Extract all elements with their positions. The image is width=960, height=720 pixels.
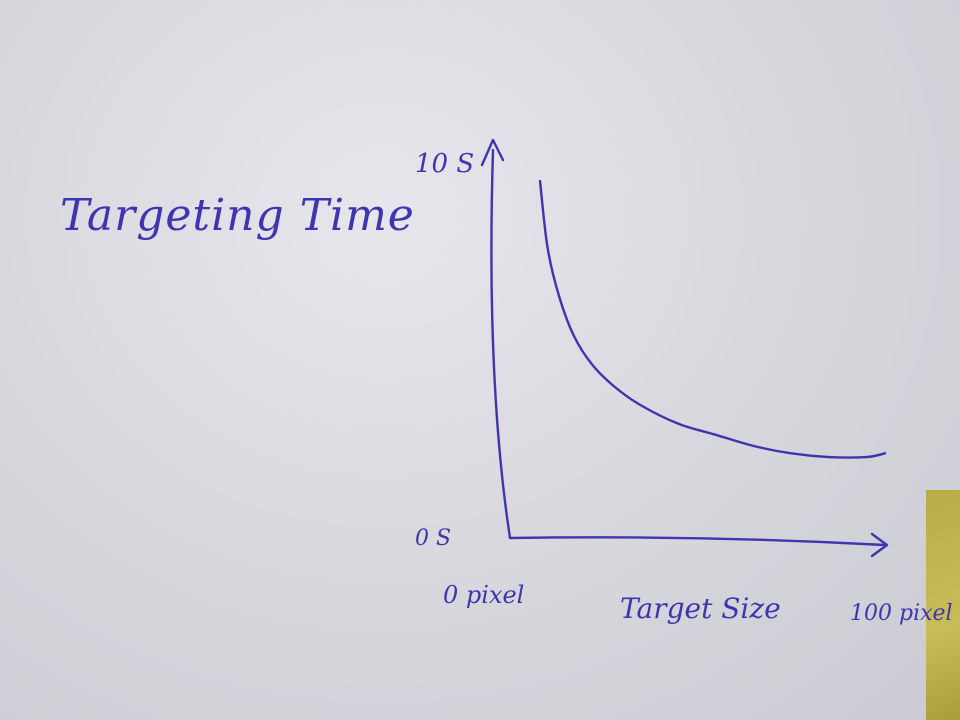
axes: [480, 138, 889, 558]
x-axis-arrow: [870, 532, 889, 558]
chart-title: Targeting Time: [60, 190, 415, 241]
series-line: [538, 179, 887, 459]
y-tick-label-top: 10 S: [415, 149, 474, 179]
background-edge: [926, 490, 960, 720]
labels-group: 10 S 0 S 0 pixel 100 pixel Target Size: [415, 149, 953, 626]
series-group: [538, 179, 887, 459]
y-tick-label-bottom: 0 S: [415, 526, 451, 551]
y-axis-line: [490, 148, 512, 540]
x-tick-label-right: 100 pixel: [850, 601, 953, 626]
y-axis-arrow: [480, 138, 505, 167]
x-axis-label: Target Size: [620, 592, 781, 625]
x-tick-label-left: 0 pixel: [443, 581, 524, 609]
x-axis-line: [508, 536, 887, 547]
